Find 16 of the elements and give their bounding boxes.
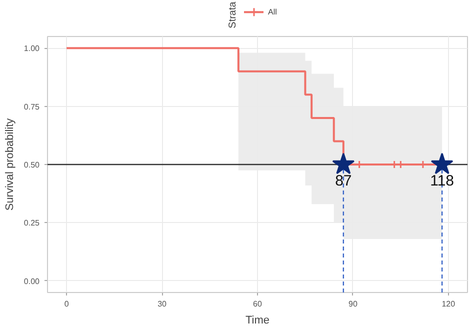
x-tick-label: 0: [64, 300, 70, 308]
y-tick-label: 1.00: [24, 44, 40, 54]
y-tick-label: 0.75: [24, 102, 40, 112]
legend-title: Strata: [227, 2, 238, 28]
y-axis-title: Survival probability: [4, 118, 16, 211]
x-tick-label: 60: [253, 300, 262, 308]
annotation: 118: [430, 172, 454, 190]
y-tick-label: 0.50: [24, 160, 40, 170]
x-tick-label: 90: [348, 300, 358, 308]
x-axis-title: Time: [245, 314, 270, 326]
legend-label: All: [268, 7, 278, 16]
x-tick-label: 30: [158, 300, 168, 308]
y-tick-label: 0.00: [24, 276, 40, 286]
y-tick-label: 0.25: [24, 218, 40, 228]
annotation: 87: [335, 172, 352, 190]
x-tick-label: 120: [442, 300, 456, 308]
